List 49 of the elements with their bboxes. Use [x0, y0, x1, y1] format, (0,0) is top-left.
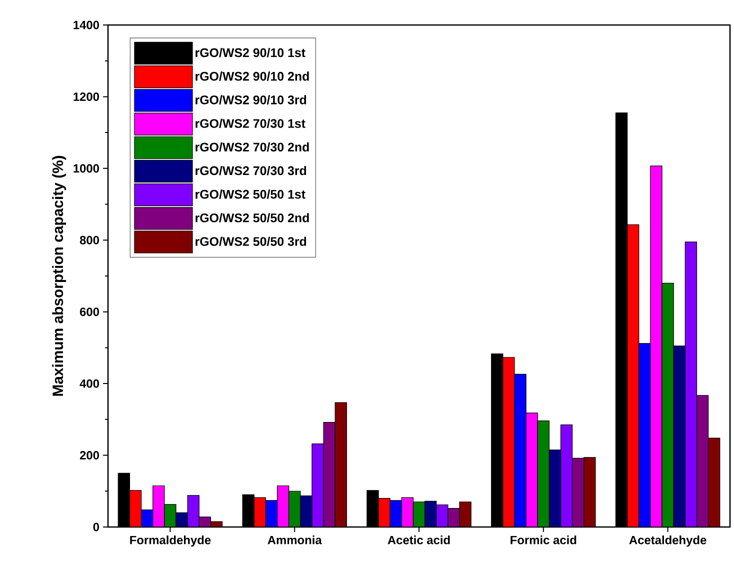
bar: [288, 490, 301, 527]
x-tick-label: Ammonia: [268, 536, 322, 544]
y-tick-label: 1400: [74, 20, 99, 30]
x-tick-label: Formic acid: [510, 536, 576, 544]
y-tick-label: 400: [80, 379, 99, 388]
bar: [187, 495, 200, 527]
bar: [312, 443, 324, 527]
bar: [140, 509, 154, 527]
bar: [412, 502, 426, 527]
legend-label: rGO/WS2 70/30 1st: [196, 118, 306, 128]
x-tick-label: Formaldehyde: [130, 536, 211, 547]
bar: [334, 402, 347, 527]
bar: [436, 504, 448, 527]
legend-label: rGO/WS2 90/10 3rd: [196, 95, 306, 104]
y-tick-label: 800: [80, 236, 99, 244]
legend-label: rGO/WS2 90/10 1st: [196, 48, 306, 58]
bar: [627, 224, 640, 527]
bar: [662, 282, 674, 527]
bar: [265, 500, 278, 527]
bar: [502, 357, 515, 527]
bar: [378, 498, 390, 527]
y-tick-label: 1000: [74, 164, 99, 173]
x-tick-label: Acetic acid: [388, 536, 450, 544]
bar: [323, 422, 336, 527]
bar: [584, 457, 596, 527]
bar: [684, 242, 698, 527]
bar: [696, 395, 709, 527]
y-axis-title: Maximum absorption capacity (%): [52, 156, 66, 396]
legend-label: rGO/WS2 50/50 1st: [196, 190, 306, 199]
y-tick-label: 1200: [74, 92, 99, 101]
bar: [164, 504, 176, 527]
bar: [514, 374, 526, 527]
legend-label: rGO/WS2 90/10 2nd: [196, 72, 309, 81]
bar: [254, 497, 266, 527]
legend-label: rGO/WS2 50/50 3rd: [196, 236, 306, 246]
legend-label: rGO/WS2 70/30 2nd: [196, 142, 309, 152]
bar: [560, 424, 572, 527]
y-tick-label: 200: [80, 451, 99, 460]
y-tick-label: 0: [93, 522, 99, 532]
legend-label: rGO/WS2 70/30 3rd: [196, 166, 306, 176]
bar: [572, 458, 584, 527]
bar: [390, 500, 402, 527]
bar: [129, 490, 142, 527]
bar: [708, 438, 720, 527]
legend-label: rGO/WS2 50/50 2nd: [196, 213, 309, 222]
bar: [638, 343, 651, 527]
y-tick-label: 600: [80, 308, 99, 316]
bar: [537, 420, 550, 527]
x-tick-label: Acetaldehyde: [629, 536, 706, 547]
